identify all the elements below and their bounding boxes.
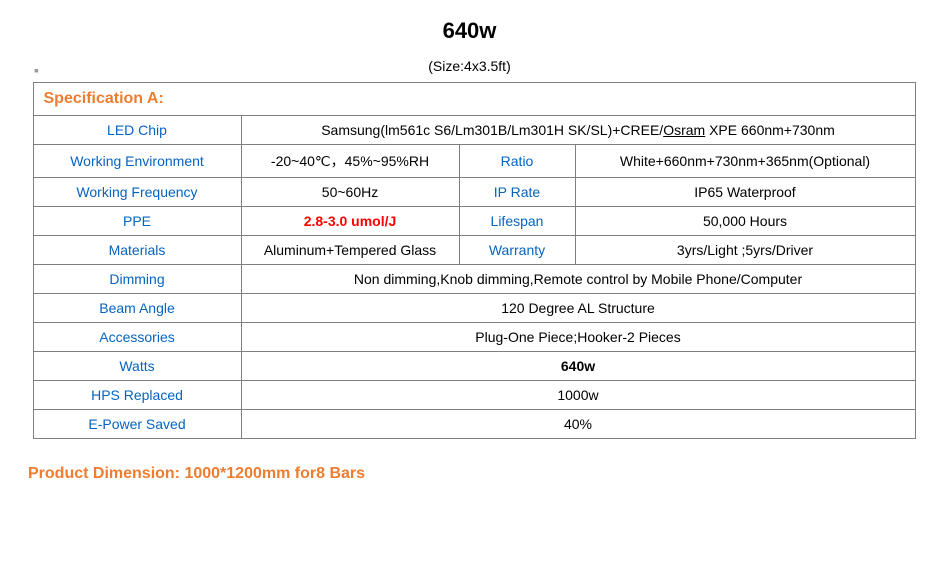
table-row: Working Environment -20~40℃，45%~95%RH Ra… [33,145,915,178]
led-chip-underlined: Osram [663,122,705,138]
label-materials: Materials [33,236,241,265]
table-row: Materials Aluminum+Tempered Glass Warran… [33,236,915,265]
table-row: Dimming Non dimming,Knob dimming,Remote … [33,265,915,294]
value-warranty: 3yrs/Light ;5yrs/Driver [575,236,915,265]
value-ppe: 2.8-3.0 umol/J [241,207,459,236]
product-dimension: Product Dimension: 1000*1200mm for8 Bars [28,465,939,483]
led-chip-suffix: XPE 660nm+730nm [705,122,835,138]
label-dimming: Dimming [33,265,241,294]
label-warranty: Warranty [459,236,575,265]
value-watts: 640w [241,352,915,381]
value-hps-replaced: 1000w [241,381,915,410]
value-lifespan: 50,000 Hours [575,207,915,236]
size-note: (Size:4x3.5ft) [0,58,939,74]
value-e-power-saved: 40% [241,410,915,439]
label-accessories: Accessories [33,323,241,352]
spec-table-wrap: Specification A: LED Chip Samsung(lm561c… [33,82,915,439]
label-hps-replaced: HPS Replaced [33,381,241,410]
label-ppe: PPE [33,207,241,236]
table-row: Watts 640w [33,352,915,381]
value-working-env: -20~40℃，45%~95%RH [241,145,459,178]
table-row: Beam Angle 120 Degree AL Structure [33,294,915,323]
table-row: Working Frequency 50~60Hz IP Rate IP65 W… [33,178,915,207]
page-title: 640w [0,18,939,44]
value-accessories: Plug-One Piece;Hooker-2 Pieces [241,323,915,352]
spec-header: Specification A: [33,83,915,116]
label-beam-angle: Beam Angle [33,294,241,323]
value-materials: Aluminum+Tempered Glass [241,236,459,265]
value-beam-angle: 120 Degree AL Structure [241,294,915,323]
value-ip-rate: IP65 Waterproof [575,178,915,207]
table-row: LED Chip Samsung(lm561c S6/Lm301B/Lm301H… [33,116,915,145]
table-row: PPE 2.8-3.0 umol/J Lifespan 50,000 Hours [33,207,915,236]
label-working-freq: Working Frequency [33,178,241,207]
table-row: HPS Replaced 1000w [33,381,915,410]
table-row: Accessories Plug-One Piece;Hooker-2 Piec… [33,323,915,352]
label-ip-rate: IP Rate [459,178,575,207]
table-row: Specification A: [33,83,915,116]
spec-table: Specification A: LED Chip Samsung(lm561c… [33,82,916,439]
value-led-chip: Samsung(lm561c S6/Lm301B/Lm301H SK/SL)+C… [241,116,915,145]
label-led-chip: LED Chip [33,116,241,145]
value-working-freq: 50~60Hz [241,178,459,207]
label-ratio: Ratio [459,145,575,178]
list-marker: ▪ [34,62,39,78]
value-dimming: Non dimming,Knob dimming,Remote control … [241,265,915,294]
label-working-env: Working Environment [33,145,241,178]
label-watts: Watts [33,352,241,381]
led-chip-prefix: Samsung(lm561c S6/Lm301B/Lm301H SK/SL)+C… [321,122,663,138]
table-row: E-Power Saved 40% [33,410,915,439]
label-e-power-saved: E-Power Saved [33,410,241,439]
label-lifespan: Lifespan [459,207,575,236]
value-ratio: White+660nm+730nm+365nm(Optional) [575,145,915,178]
